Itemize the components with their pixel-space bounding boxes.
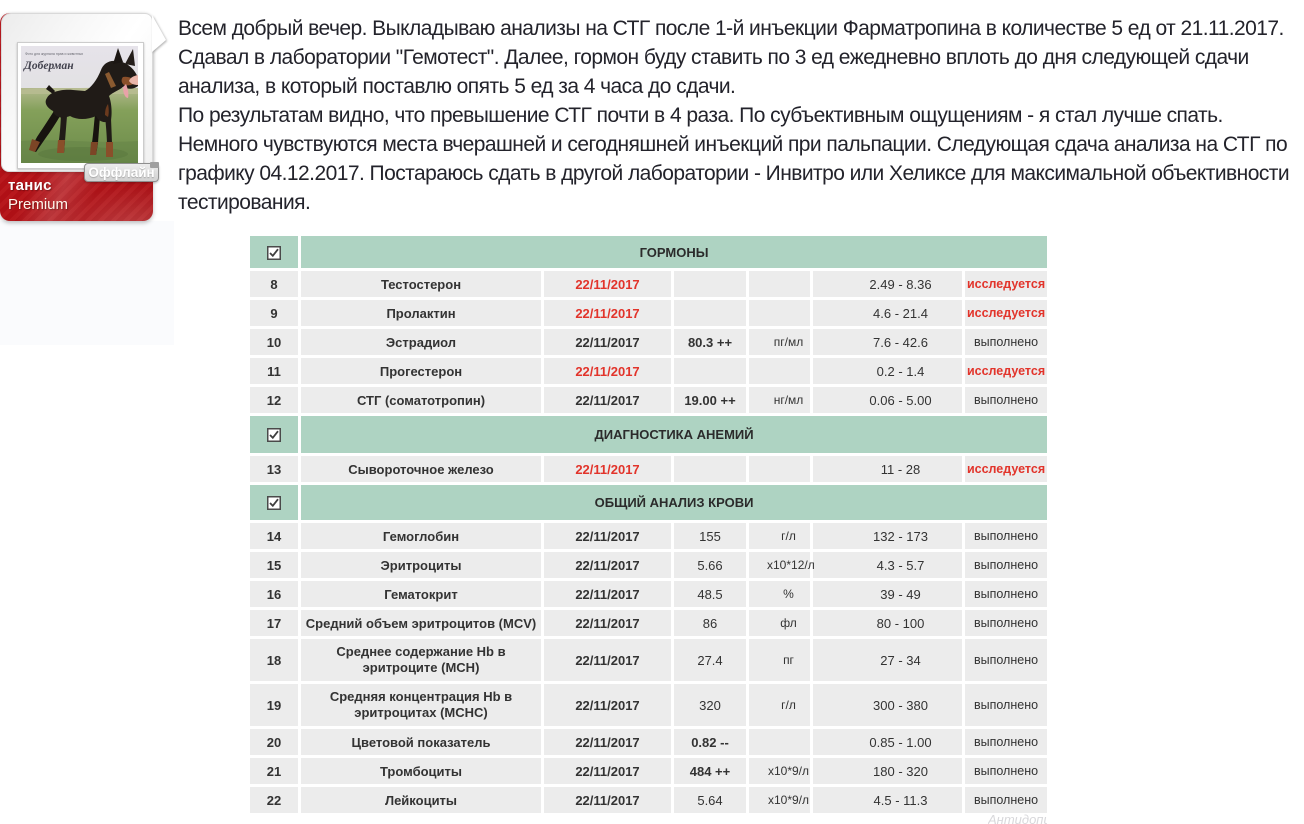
svg-text:Доберман: Доберман (23, 60, 74, 72)
svg-text:Фото для журнала прав и животн: Фото для журнала прав и животных (25, 52, 83, 56)
